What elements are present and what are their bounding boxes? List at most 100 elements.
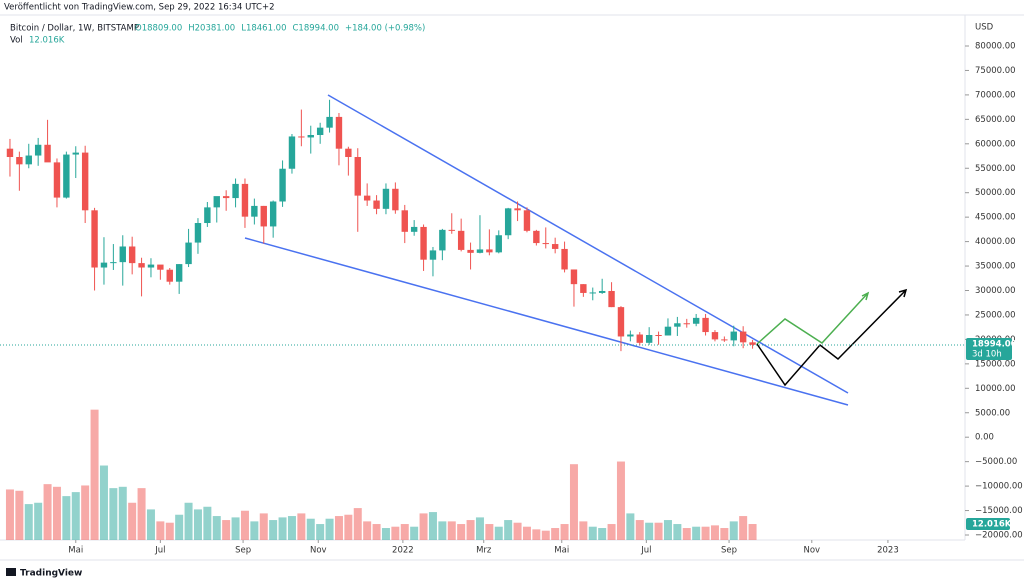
volume-bar — [52, 486, 61, 540]
candle-body — [504, 208, 512, 236]
volume-bar — [645, 522, 654, 540]
volume-bar — [391, 526, 400, 540]
candle-body — [636, 334, 643, 343]
volume-title: Vol — [10, 36, 23, 46]
y-tick-label: 30000.00 — [975, 286, 1016, 296]
volume-bar — [165, 522, 174, 540]
price-badge — [966, 338, 1012, 360]
volume-bar — [372, 524, 381, 540]
candle-body — [232, 183, 239, 199]
x-tick-label: Mai — [68, 546, 83, 556]
candle-body — [457, 230, 465, 250]
candle-body — [128, 246, 136, 264]
volume-bar — [203, 506, 212, 540]
candle-body — [91, 210, 98, 268]
footer: TradingView — [6, 568, 82, 579]
volume-bar — [673, 524, 682, 540]
volume-bar — [748, 524, 757, 540]
volume-bar — [146, 509, 155, 540]
volume-bar — [231, 517, 240, 540]
candle-body — [204, 207, 211, 224]
candles — [6, 99, 756, 352]
x-tick-label: 2023 — [877, 546, 899, 556]
candle-body — [81, 152, 89, 211]
y-tick-label: 45000.00 — [975, 213, 1016, 223]
y-tick-label: 10000.00 — [975, 384, 1016, 394]
ohlc-text: C18994.00 — [293, 24, 340, 34]
candle-body — [608, 290, 615, 308]
candle-body — [147, 264, 155, 268]
y-tick-label: 70000.00 — [975, 90, 1016, 100]
volume-bar — [457, 524, 466, 540]
volume-bar — [616, 461, 625, 540]
volume-bar — [278, 517, 287, 540]
candle-body — [25, 155, 32, 165]
volume-bar — [175, 514, 184, 540]
volume-bar — [588, 526, 597, 540]
countdown: 3d 10h — [972, 350, 1002, 360]
candle-body — [655, 334, 662, 336]
volume-bar — [316, 524, 325, 540]
candle-body — [138, 263, 145, 268]
candle-body — [373, 200, 380, 209]
volume-bar — [551, 528, 560, 540]
volume-text: 12.016K — [29, 36, 65, 46]
candle-body — [185, 242, 192, 265]
candle-body — [486, 249, 493, 253]
volume-bar — [184, 502, 193, 540]
x-tick-label: Mrz — [476, 546, 492, 556]
candle-body — [119, 246, 126, 263]
candle-body — [645, 334, 653, 343]
upper-trendline — [327, 94, 849, 394]
y-tick-label: −15000.00 — [975, 506, 1023, 516]
volume-bar — [692, 526, 701, 540]
volume-bar — [297, 513, 306, 540]
y-tick-label: 55000.00 — [975, 164, 1016, 174]
candle-body — [627, 334, 634, 337]
ohlc-text: +184.00 (+0.98%) — [345, 24, 425, 34]
symbol: Bitcoin / Dollar, 1W, BITSTAMP — [10, 24, 139, 34]
volume-bar — [532, 529, 541, 540]
published: Veröffentlicht von TradingView.com, Sep … — [4, 3, 275, 13]
x-tick-label: Sep — [721, 546, 737, 556]
candle-body — [72, 152, 79, 155]
candle-body — [194, 223, 202, 243]
candle-body — [749, 342, 756, 345]
y-tick-label: −5000.00 — [975, 457, 1017, 467]
volume-bar — [381, 528, 390, 540]
volume-bar — [419, 513, 428, 540]
candle-body — [363, 195, 371, 201]
volume-bar — [569, 464, 578, 540]
volume-bar — [701, 526, 710, 540]
candle-body — [241, 183, 249, 217]
volume-bar — [739, 516, 748, 540]
candle-body — [448, 229, 455, 231]
volume-bar — [682, 528, 691, 540]
candle-body — [542, 243, 549, 245]
volume-bar — [541, 530, 550, 540]
candle-body — [429, 250, 437, 260]
y-tick-label: 15000.00 — [975, 359, 1016, 369]
y-tick-label: 25000.00 — [975, 310, 1016, 320]
volume-bar — [438, 521, 447, 540]
candle-body — [354, 157, 361, 196]
candle-body — [533, 230, 540, 244]
volume-bar — [250, 521, 259, 540]
candle-body — [598, 290, 606, 293]
candle-body — [100, 262, 108, 268]
x-tick-label: Sep — [235, 546, 251, 556]
candle-body — [702, 317, 709, 333]
ohlc-text: H20381.00 — [188, 24, 235, 34]
x-tick-label: Nov — [310, 546, 327, 556]
candle-body — [53, 162, 61, 198]
black-arrowhead — [898, 288, 908, 298]
y-tick-label: 65000.00 — [975, 115, 1016, 125]
y-tick-label: 80000.00 — [975, 42, 1016, 52]
y-tick-label: 35000.00 — [975, 262, 1016, 272]
volume-bar — [334, 516, 343, 540]
volume-bar — [635, 520, 644, 540]
candle-body — [345, 148, 352, 158]
volume-bar — [466, 520, 475, 540]
candle-body — [279, 168, 286, 202]
